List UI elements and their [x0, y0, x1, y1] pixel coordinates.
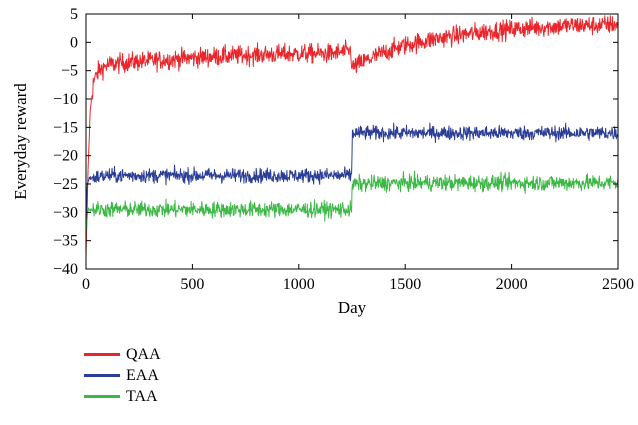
- series-line-eaa: [85, 122, 619, 230]
- series-line-taa: [85, 170, 619, 236]
- legend-label-taa: TAA: [126, 387, 158, 405]
- x-tick-label: 2000: [496, 276, 528, 293]
- line-chart: 0 500 1000 1500 2000 2500 5 0 −5 −10 −15 −20 −25 −30…: [11, 6, 634, 317]
- y-tick-label: 0: [70, 34, 78, 51]
- legend-item-taa: TAA: [84, 386, 161, 407]
- y-tick-label: −20: [53, 148, 78, 165]
- y-tick-label: −40: [53, 261, 78, 278]
- y-tick-label: −35: [53, 233, 78, 250]
- y-axis-label: Everyday reward: [11, 83, 30, 200]
- series-layer: [85, 15, 619, 257]
- legend-item-qaa: QAA: [84, 344, 161, 365]
- x-tick-label: 1000: [283, 276, 315, 293]
- plot-frame: [85, 13, 619, 270]
- y-tick-label: −15: [53, 119, 78, 136]
- legend-swatch-taa: [84, 395, 120, 398]
- x-tick-label: 1500: [389, 276, 421, 293]
- legend-swatch-eaa: [84, 374, 120, 377]
- y-tick-label: −5: [61, 63, 78, 80]
- legend-label-qaa: QAA: [126, 345, 161, 363]
- x-tick-label: 2500: [602, 276, 634, 293]
- y-axis-ticks: 5 0 −5 −10 −15 −20 −25 −30 −35 −40: [53, 6, 618, 278]
- x-axis-label: Day: [338, 298, 367, 317]
- legend-label-eaa: EAA: [126, 366, 159, 384]
- y-tick-label: −25: [53, 176, 78, 193]
- legend-item-eaa: EAA: [84, 365, 161, 386]
- legend-swatch-qaa: [84, 353, 120, 356]
- series-line-qaa: [85, 15, 619, 257]
- x-tick-label: 0: [82, 276, 90, 293]
- y-tick-label: 5: [70, 6, 78, 23]
- x-axis-ticks: 0 500 1000 1500 2000 2500: [82, 14, 634, 293]
- legend: QAA EAA TAA: [84, 344, 161, 407]
- x-tick-label: 500: [180, 276, 204, 293]
- y-tick-label: −10: [53, 91, 78, 108]
- y-tick-label: −30: [53, 204, 78, 221]
